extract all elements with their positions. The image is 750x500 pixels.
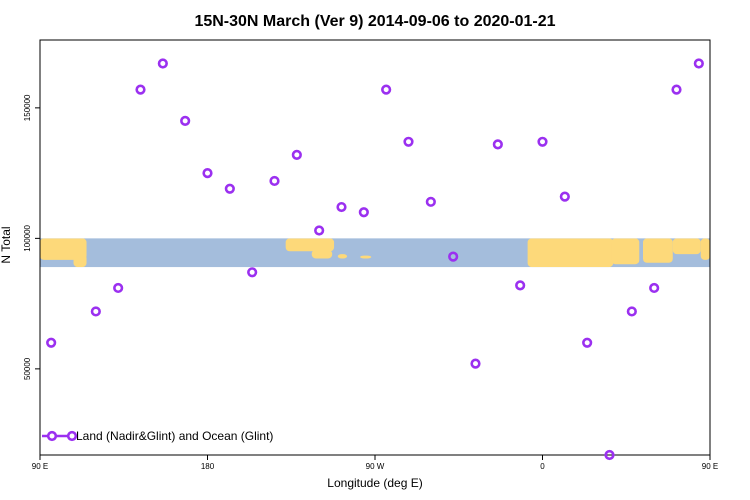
chart-title: 15N-30N March (Ver 9) 2014-09-06 to 2020… — [194, 13, 555, 30]
data-point — [90, 306, 101, 317]
x-tick-label: 180 — [201, 462, 215, 471]
y-tick-label: 50000 — [23, 357, 32, 380]
y-axis-label: N Total — [0, 226, 13, 263]
data-point — [358, 207, 369, 218]
data-point — [135, 84, 146, 95]
data-point — [671, 84, 682, 95]
data-point — [269, 175, 280, 187]
data-point — [314, 225, 325, 236]
legend-label: Land (Nadir&Glint) and Ocean (Glint) — [76, 429, 273, 443]
y-tick-label: 100000 — [23, 224, 32, 251]
data-point — [224, 183, 235, 194]
data-point — [425, 196, 436, 207]
data-point — [403, 136, 414, 147]
data-point — [604, 449, 615, 461]
data-point — [157, 58, 168, 69]
data-point — [693, 58, 704, 69]
data-point — [180, 115, 191, 127]
data-point — [537, 136, 548, 147]
data-point — [492, 139, 503, 150]
data-point — [470, 358, 481, 369]
data-point — [559, 191, 570, 202]
data-point — [448, 251, 459, 262]
land-shapes — [40, 238, 710, 268]
data-points — [46, 58, 704, 461]
data-point — [247, 267, 258, 278]
data-point — [515, 280, 526, 291]
x-tick-label: 90 E — [32, 462, 48, 471]
x-tick-label: 0 — [540, 462, 545, 471]
data-point — [381, 84, 392, 95]
data-point — [113, 282, 124, 294]
x-tick-label: 90 E — [702, 462, 718, 471]
data-point — [46, 337, 57, 348]
data-point — [582, 337, 593, 348]
data-point — [626, 306, 637, 317]
legend: Land (Nadir&Glint) and Ocean (Glint) — [42, 429, 273, 443]
x-tick-label: 90 W — [366, 462, 385, 471]
world-map-band — [40, 238, 710, 268]
data-point — [649, 282, 660, 294]
data-point — [291, 149, 302, 160]
legend-marker — [66, 430, 78, 442]
x-axis-label: Longitude (deg E) — [327, 476, 422, 490]
data-point — [336, 201, 347, 213]
legend-marker — [46, 430, 58, 442]
data-point — [202, 168, 213, 179]
y-tick-label: 150000 — [23, 94, 32, 121]
axes: 90 E 180 90 W 0 90 E 50000 100000 150000 — [23, 39, 718, 471]
